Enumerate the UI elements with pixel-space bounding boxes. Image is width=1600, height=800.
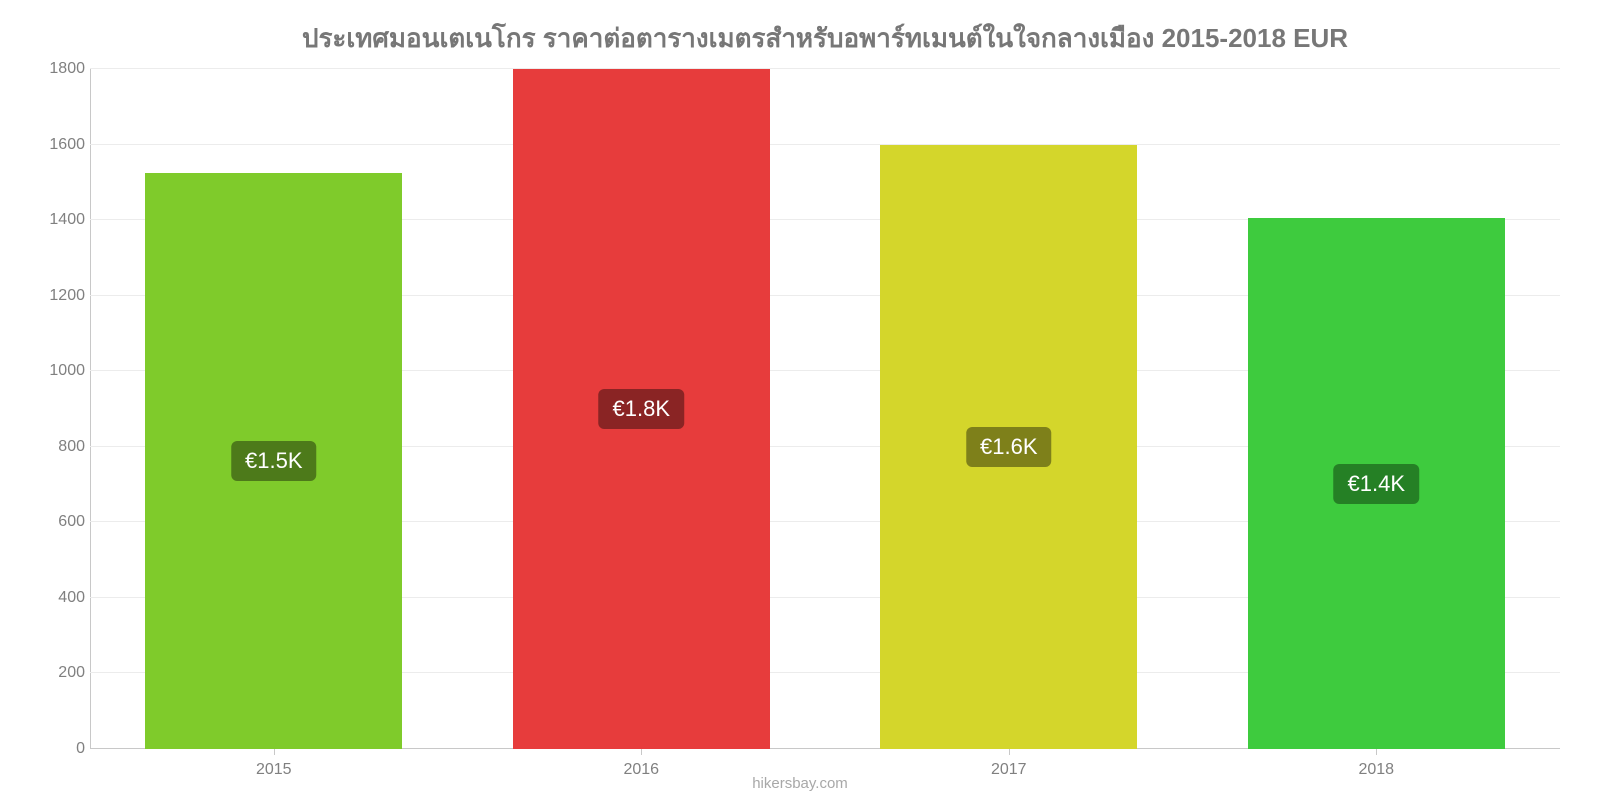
bar-value-label: €1.8K <box>599 389 685 429</box>
plot-area: 020040060080010001200140016001800 €1.5K€… <box>90 69 1560 749</box>
bar: €1.4K <box>1248 218 1505 749</box>
x-tick-mark <box>1376 749 1377 755</box>
x-tick-mark <box>274 749 275 755</box>
bar-slot: €1.8K <box>458 69 826 749</box>
x-tick-mark <box>641 749 642 755</box>
y-tick-label: 1400 <box>30 211 85 229</box>
y-tick-label: 1200 <box>30 287 85 305</box>
bar: €1.5K <box>145 173 402 749</box>
source-attribution: hikersbay.com <box>0 775 1600 792</box>
y-tick-label: 1800 <box>30 60 85 78</box>
y-tick-label: 0 <box>30 740 85 758</box>
bar-value-label: €1.5K <box>231 441 317 481</box>
y-tick-label: 800 <box>30 438 85 456</box>
y-tick-label: 200 <box>30 664 85 682</box>
bar: €1.6K <box>880 145 1137 749</box>
bar-value-label: €1.6K <box>966 427 1052 467</box>
bar-slot: €1.6K <box>825 69 1193 749</box>
y-tick-label: 600 <box>30 513 85 531</box>
y-tick-label: 1000 <box>30 362 85 380</box>
y-tick-label: 400 <box>30 589 85 607</box>
y-axis: 020040060080010001200140016001800 <box>30 69 85 749</box>
chart-title: ประเทศมอนเตเนโกร ราคาต่อตารางเมตรสำหรับอ… <box>90 18 1560 59</box>
bar-value-label: €1.4K <box>1334 464 1420 504</box>
bar: €1.8K <box>513 69 770 749</box>
y-tick-label: 1600 <box>30 136 85 154</box>
x-tick-mark <box>1009 749 1010 755</box>
bar-slot: €1.5K <box>90 69 458 749</box>
chart-container: ประเทศมอนเตเนโกร ราคาต่อตารางเมตรสำหรับอ… <box>0 0 1600 800</box>
bar-slot: €1.4K <box>1193 69 1561 749</box>
bars-group: €1.5K €1.8K €1.6K €1.4K <box>90 69 1560 749</box>
